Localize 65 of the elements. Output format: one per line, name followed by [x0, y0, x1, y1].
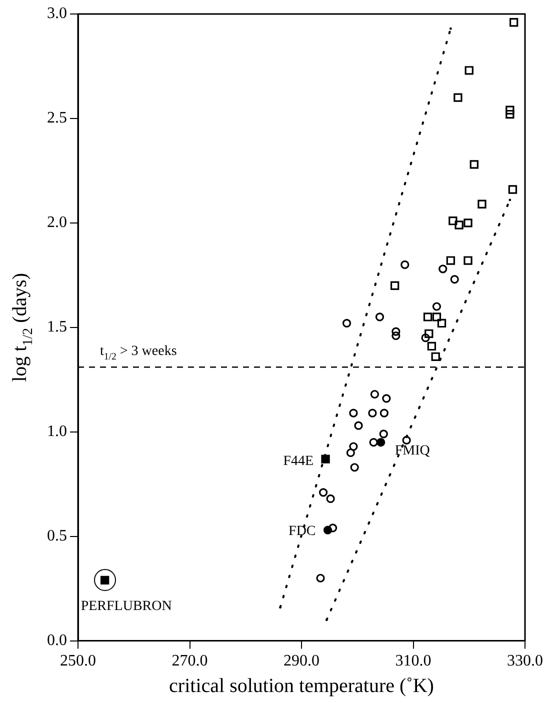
x-axis-title: critical solution temperature (˚K) — [169, 675, 434, 697]
point — [470, 160, 478, 169]
point — [427, 342, 436, 351]
point — [382, 394, 391, 403]
point — [438, 264, 448, 274]
point — [432, 302, 442, 311]
point — [376, 438, 386, 447]
y-tick-label: 2.5 — [47, 110, 67, 127]
point — [454, 93, 462, 102]
point — [326, 494, 335, 504]
y-axis-title: log t1/2 (days) — [9, 272, 36, 382]
x-tick-label: 330.0 — [507, 652, 543, 670]
point — [423, 312, 432, 322]
point — [431, 352, 440, 361]
x-tick-label: 270.0 — [172, 652, 208, 670]
point — [369, 438, 378, 447]
point — [349, 408, 358, 418]
point — [342, 318, 352, 328]
point — [421, 334, 430, 342]
point — [368, 408, 377, 418]
point — [316, 574, 325, 582]
y-tick-label: 0.5 — [47, 528, 67, 545]
y-tick-label: 1.5 — [47, 318, 67, 336]
point — [350, 463, 359, 472]
annotation: PERFLUBRON — [80, 599, 172, 614]
point — [464, 218, 472, 228]
point — [437, 318, 446, 328]
point — [318, 488, 328, 497]
point — [379, 430, 388, 438]
x-tick-label: 290.0 — [284, 652, 320, 670]
point — [424, 329, 434, 338]
point — [448, 216, 458, 226]
point — [354, 421, 363, 430]
y-tick-label: 2.0 — [47, 214, 67, 232]
point — [392, 331, 400, 340]
point — [506, 106, 514, 114]
annotation: F44E — [283, 454, 314, 470]
y-tick-label: 3.0 — [47, 5, 67, 22]
point — [478, 200, 486, 208]
point — [321, 454, 330, 464]
point — [464, 256, 472, 265]
point — [450, 275, 459, 284]
y-tick-label: 1.0 — [47, 423, 67, 440]
point — [375, 312, 384, 322]
point — [509, 18, 518, 27]
annotation: FDC — [288, 524, 316, 540]
point — [392, 327, 400, 336]
point — [370, 390, 379, 399]
annotation: FMIQ — [394, 443, 430, 458]
point — [390, 281, 400, 290]
point — [328, 524, 338, 532]
point — [506, 110, 514, 119]
y-tick-label: 0.0 — [47, 632, 67, 650]
point — [380, 408, 388, 418]
x-tick-label: 310.0 — [395, 652, 432, 670]
point — [402, 436, 411, 445]
point — [454, 220, 464, 230]
point — [446, 256, 456, 265]
point — [349, 442, 358, 451]
point — [508, 185, 518, 194]
point — [400, 260, 410, 270]
x-tick-label: 250.0 — [60, 652, 96, 670]
point — [346, 448, 355, 458]
point — [432, 312, 442, 322]
point — [464, 66, 474, 75]
